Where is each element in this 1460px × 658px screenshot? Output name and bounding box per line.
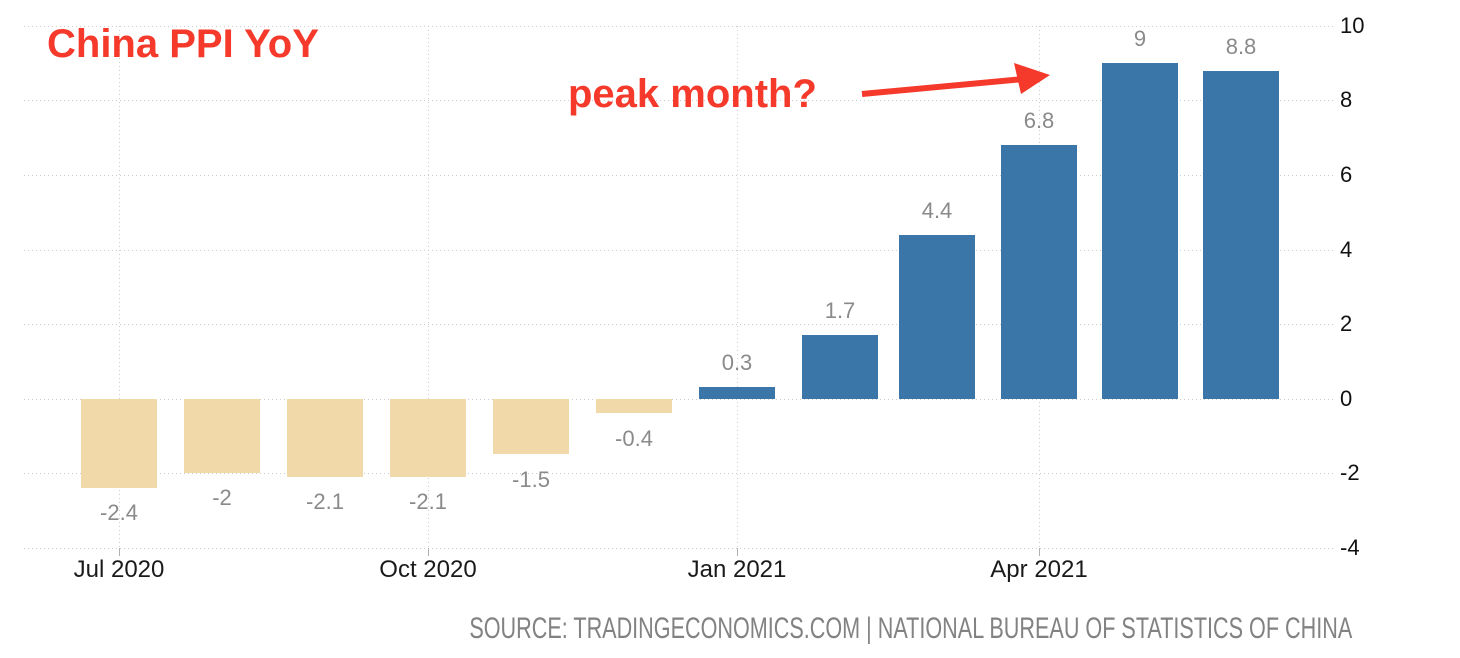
source-attribution: SOURCE: TRADINGECONOMICS.COM | NATIONAL …	[469, 612, 1352, 645]
bar-value-label: 1.7	[824, 298, 856, 324]
bar-value-label: 6.8	[1023, 108, 1055, 134]
chart-title: China PPI YoY	[47, 22, 319, 66]
bar-value-label: 0.3	[721, 350, 753, 376]
y-axis-tick-label: -2	[1340, 460, 1360, 486]
y-axis-tick-label: 4	[1340, 236, 1353, 262]
bar-value-label: -2.1	[306, 488, 344, 514]
x-axis-tick-label: Jul 2020	[73, 556, 165, 583]
y-gridline	[24, 100, 1333, 102]
annotation-peak-month-label: peak month?	[568, 72, 817, 116]
bar-value-label: 4.4	[921, 197, 953, 223]
bar-may-2021[interactable]	[1102, 63, 1178, 399]
bar-jul-2020[interactable]	[81, 398, 157, 489]
y-gridline	[24, 25, 1333, 27]
y-axis-tick-label: 8	[1340, 87, 1353, 113]
bar-value-label: -0.4	[615, 425, 653, 451]
bar-value-label: -2	[212, 485, 232, 511]
y-gridline	[24, 249, 1333, 251]
bar-value-label: -2.1	[409, 488, 447, 514]
x-axis-tick	[119, 548, 120, 556]
bar-aug-2020[interactable]	[184, 398, 260, 474]
x-axis-tick	[1039, 548, 1040, 556]
bar-mar-2021[interactable]	[899, 234, 975, 399]
x-axis-tick	[428, 548, 429, 556]
y-axis-tick-label: 0	[1340, 385, 1353, 411]
x-axis-tick-label: Oct 2020	[379, 556, 477, 583]
y-gridline	[24, 324, 1333, 325]
bar-value-label: -2.4	[100, 500, 138, 526]
bar-jun-2021[interactable]	[1203, 70, 1279, 399]
x-axis-tick-label: Apr 2021	[990, 556, 1088, 583]
bar-jan-2021[interactable]	[699, 387, 775, 399]
bar-value-label: 8.8	[1225, 33, 1257, 59]
y-gridline	[24, 398, 1333, 400]
y-axis-tick-label: 6	[1340, 161, 1353, 187]
bar-nov-2020[interactable]	[493, 398, 569, 455]
bar-sep-2020[interactable]	[287, 398, 363, 477]
x-gridline	[737, 26, 738, 548]
bar-value-label: -1.5	[512, 466, 550, 492]
y-axis-tick-label: -4	[1340, 534, 1360, 560]
bar-dec-2020[interactable]	[596, 398, 672, 414]
y-gridline	[24, 473, 1333, 475]
bar-value-label: 9	[1133, 26, 1147, 52]
bar-feb-2021[interactable]	[802, 335, 878, 399]
y-axis-tick-label: 2	[1340, 311, 1353, 336]
x-axis-tick-label: Jan 2021	[687, 556, 787, 583]
x-gridline	[428, 26, 429, 548]
bar-oct-2020[interactable]	[390, 398, 466, 477]
x-axis-tick	[737, 548, 738, 556]
y-gridline	[24, 174, 1333, 176]
x-gridline	[119, 26, 120, 548]
bar-apr-2021[interactable]	[1001, 145, 1077, 399]
y-gridline	[24, 547, 1333, 549]
y-axis-tick-label: 10	[1340, 12, 1365, 38]
annotation-arrow-icon	[861, 63, 1050, 97]
